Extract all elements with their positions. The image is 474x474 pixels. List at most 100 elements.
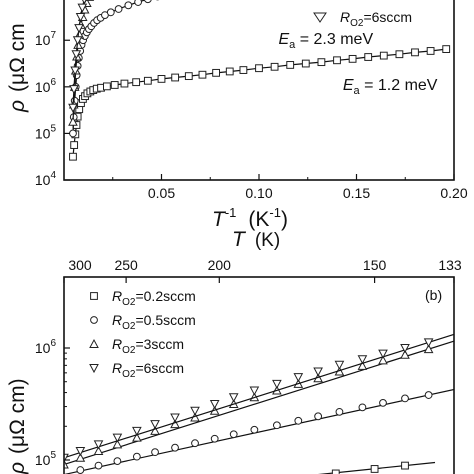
panel-a-point-triangle-down [69, 85, 79, 95]
panel-a-point-square [301, 59, 310, 68]
panel-a-y-tick-label: 106 [35, 77, 57, 95]
panel-a-point-triangle-down [72, 36, 83, 46]
panel-a-point-square [157, 75, 166, 83]
panel-a-point-square [70, 141, 79, 149]
panel-a-xlabel-close: ) [281, 208, 288, 231]
panel-b-point-circle [151, 448, 159, 457]
panel-b-legend-label: RO2=0.2sccm [112, 288, 196, 308]
panel-b-top-tick-label: 300 [68, 257, 92, 273]
panel-a-point-square [286, 61, 295, 69]
panel-a-point-triangle-up [73, 39, 83, 49]
panel-b-point-triangle-up [64, 459, 69, 469]
panel-a-point-square [143, 76, 152, 85]
panel-a-point-square [239, 66, 248, 74]
panel-a-ylabel-units: (μΩ cm [6, 23, 29, 92]
panel-b-point-triangle-down [228, 393, 239, 403]
panel-a-point-square [198, 70, 207, 79]
panel-b-point-triangle-down [170, 413, 180, 423]
panel-b-point-circle [424, 391, 433, 399]
panel-b-point-triangle-up [150, 425, 160, 435]
panel-b-point-triangle-down [423, 338, 434, 348]
legend-marker-triangle-down [89, 364, 99, 374]
panel-b-frame [63, 276, 455, 474]
panel-b-point-triangle-down [400, 344, 410, 354]
panel-a-point-square [411, 48, 419, 57]
legend-marker-square [90, 292, 98, 300]
panel-b-point-circle [171, 443, 179, 452]
panel-b-point-triangle-down [249, 386, 260, 396]
panel-a-y-tick-label: 105 [35, 123, 57, 141]
panel-a-point-square [120, 79, 129, 88]
panel-a-point-square [255, 64, 263, 73]
panel-b-ylabel-units: (μΩ cm) [6, 378, 29, 454]
annotation-activation-energy-1-2: Ea = 1.2 meV [343, 77, 438, 97]
panel-a-point-circle [124, 1, 133, 10]
panel-b-ylabel-main: ρ [6, 462, 29, 474]
panel-b-point-triangle-down [378, 349, 388, 359]
panel-a-point-square [171, 73, 180, 82]
panel-a-point-triangle-down [74, 24, 84, 34]
panel-a-x-tick-label: 0.20 [440, 185, 467, 201]
panel-a-point-triangle-down [70, 66, 80, 76]
panel-b-fit-line-circle [64, 388, 454, 474]
annotation-activation-energy-2-3: Ea = 2.3 meV [279, 31, 374, 51]
panel-b-top-tick-label: 250 [114, 257, 138, 273]
panel-b-legend-label: RO2=6sccm [112, 360, 184, 380]
annotation-0-rest: = 2.3 meV [295, 31, 373, 48]
panel-a-point-square [103, 82, 111, 91]
panel-a-point-square [348, 54, 357, 63]
panel-a-point-circle [106, 8, 115, 17]
panel-b-point-triangle-down [132, 426, 142, 436]
panel-a-marks [68, 0, 451, 161]
panel-a-point-triangle-down [71, 50, 82, 60]
panel-a-xlabel-units: (K [248, 208, 269, 231]
panel-a-legend-main: R [340, 9, 350, 25]
panel-b-point-triangle-down [93, 440, 104, 450]
panel-b-top-ticks: 300 250 200 150 133 [63, 257, 462, 283]
panel-a-x-tick-label: 0.15 [343, 185, 370, 201]
panel-a-point-square [379, 51, 388, 60]
panel-a-point-triangle-up [68, 116, 78, 126]
panel-a-point-square [442, 45, 451, 53]
panel-b-point-circle [76, 466, 85, 474]
panel-b-point-circle [250, 425, 259, 434]
annotation-1-rest: = 1.2 meV [360, 77, 438, 94]
panel-b-point-triangle-down [334, 360, 345, 370]
panel-a-point-triangle-down [77, 3, 88, 13]
legend-marker-triangle-down [313, 12, 327, 23]
panel-b-point-circle [335, 407, 344, 416]
panel-a-point-square [69, 152, 77, 161]
panel-a-point-square [364, 53, 373, 61]
panel-b-point-circle [191, 439, 199, 448]
panel-a-point-square [270, 62, 279, 71]
panel-b-top-tick-label: 200 [208, 257, 232, 273]
panel-b-point-triangle-up [357, 360, 368, 370]
panel-a: 0.05 0.10 0.15 0.20 104 105 106 107 108 ρ (μΩ cm… [6, 0, 468, 231]
panel-a-x-tick-label: 0.05 [148, 185, 175, 201]
legend-marker-circle [90, 316, 98, 324]
panel-b-y-ticks: 105 106 [35, 338, 70, 468]
panel-b-point-circle [401, 394, 409, 403]
panel-b-point-circle [229, 430, 238, 439]
panel-a-point-triangle-down [81, 0, 87, 5]
panel-b-point-triangle-down [293, 373, 304, 383]
panel-a-legend-rest: =6sccm [363, 9, 412, 25]
panel-a-legend-sub: O2 [350, 18, 364, 29]
panel-b-point-triangle-up [132, 432, 142, 442]
panel-a-xlabel-units-sup: -1 [269, 205, 281, 220]
panel-b-legend-label: RO2=0.5sccm [112, 312, 196, 332]
panel-b-point-circle [358, 403, 367, 412]
panel-b-point-triangle-down [190, 406, 200, 416]
panel-b-label: (b) [425, 287, 442, 303]
panel-b-point-triangle-down [313, 367, 323, 377]
panel-b-top-axis-label: T (K) [232, 228, 280, 251]
panel-b-point-square [401, 461, 409, 470]
panel-b-point-triangle-up [423, 344, 434, 354]
panel-b: 300 250 200 150 133 105 106 T (K) ρ (μΩ cm) (b)… [6, 228, 462, 474]
panel-a-ylabel-main: ρ [6, 100, 29, 113]
panel-b-point-triangle-up [400, 349, 410, 359]
legend-marker-triangle-up [89, 338, 99, 348]
panel-b-point-triangle-down [150, 420, 160, 430]
panel-a-point-circle [69, 129, 77, 138]
